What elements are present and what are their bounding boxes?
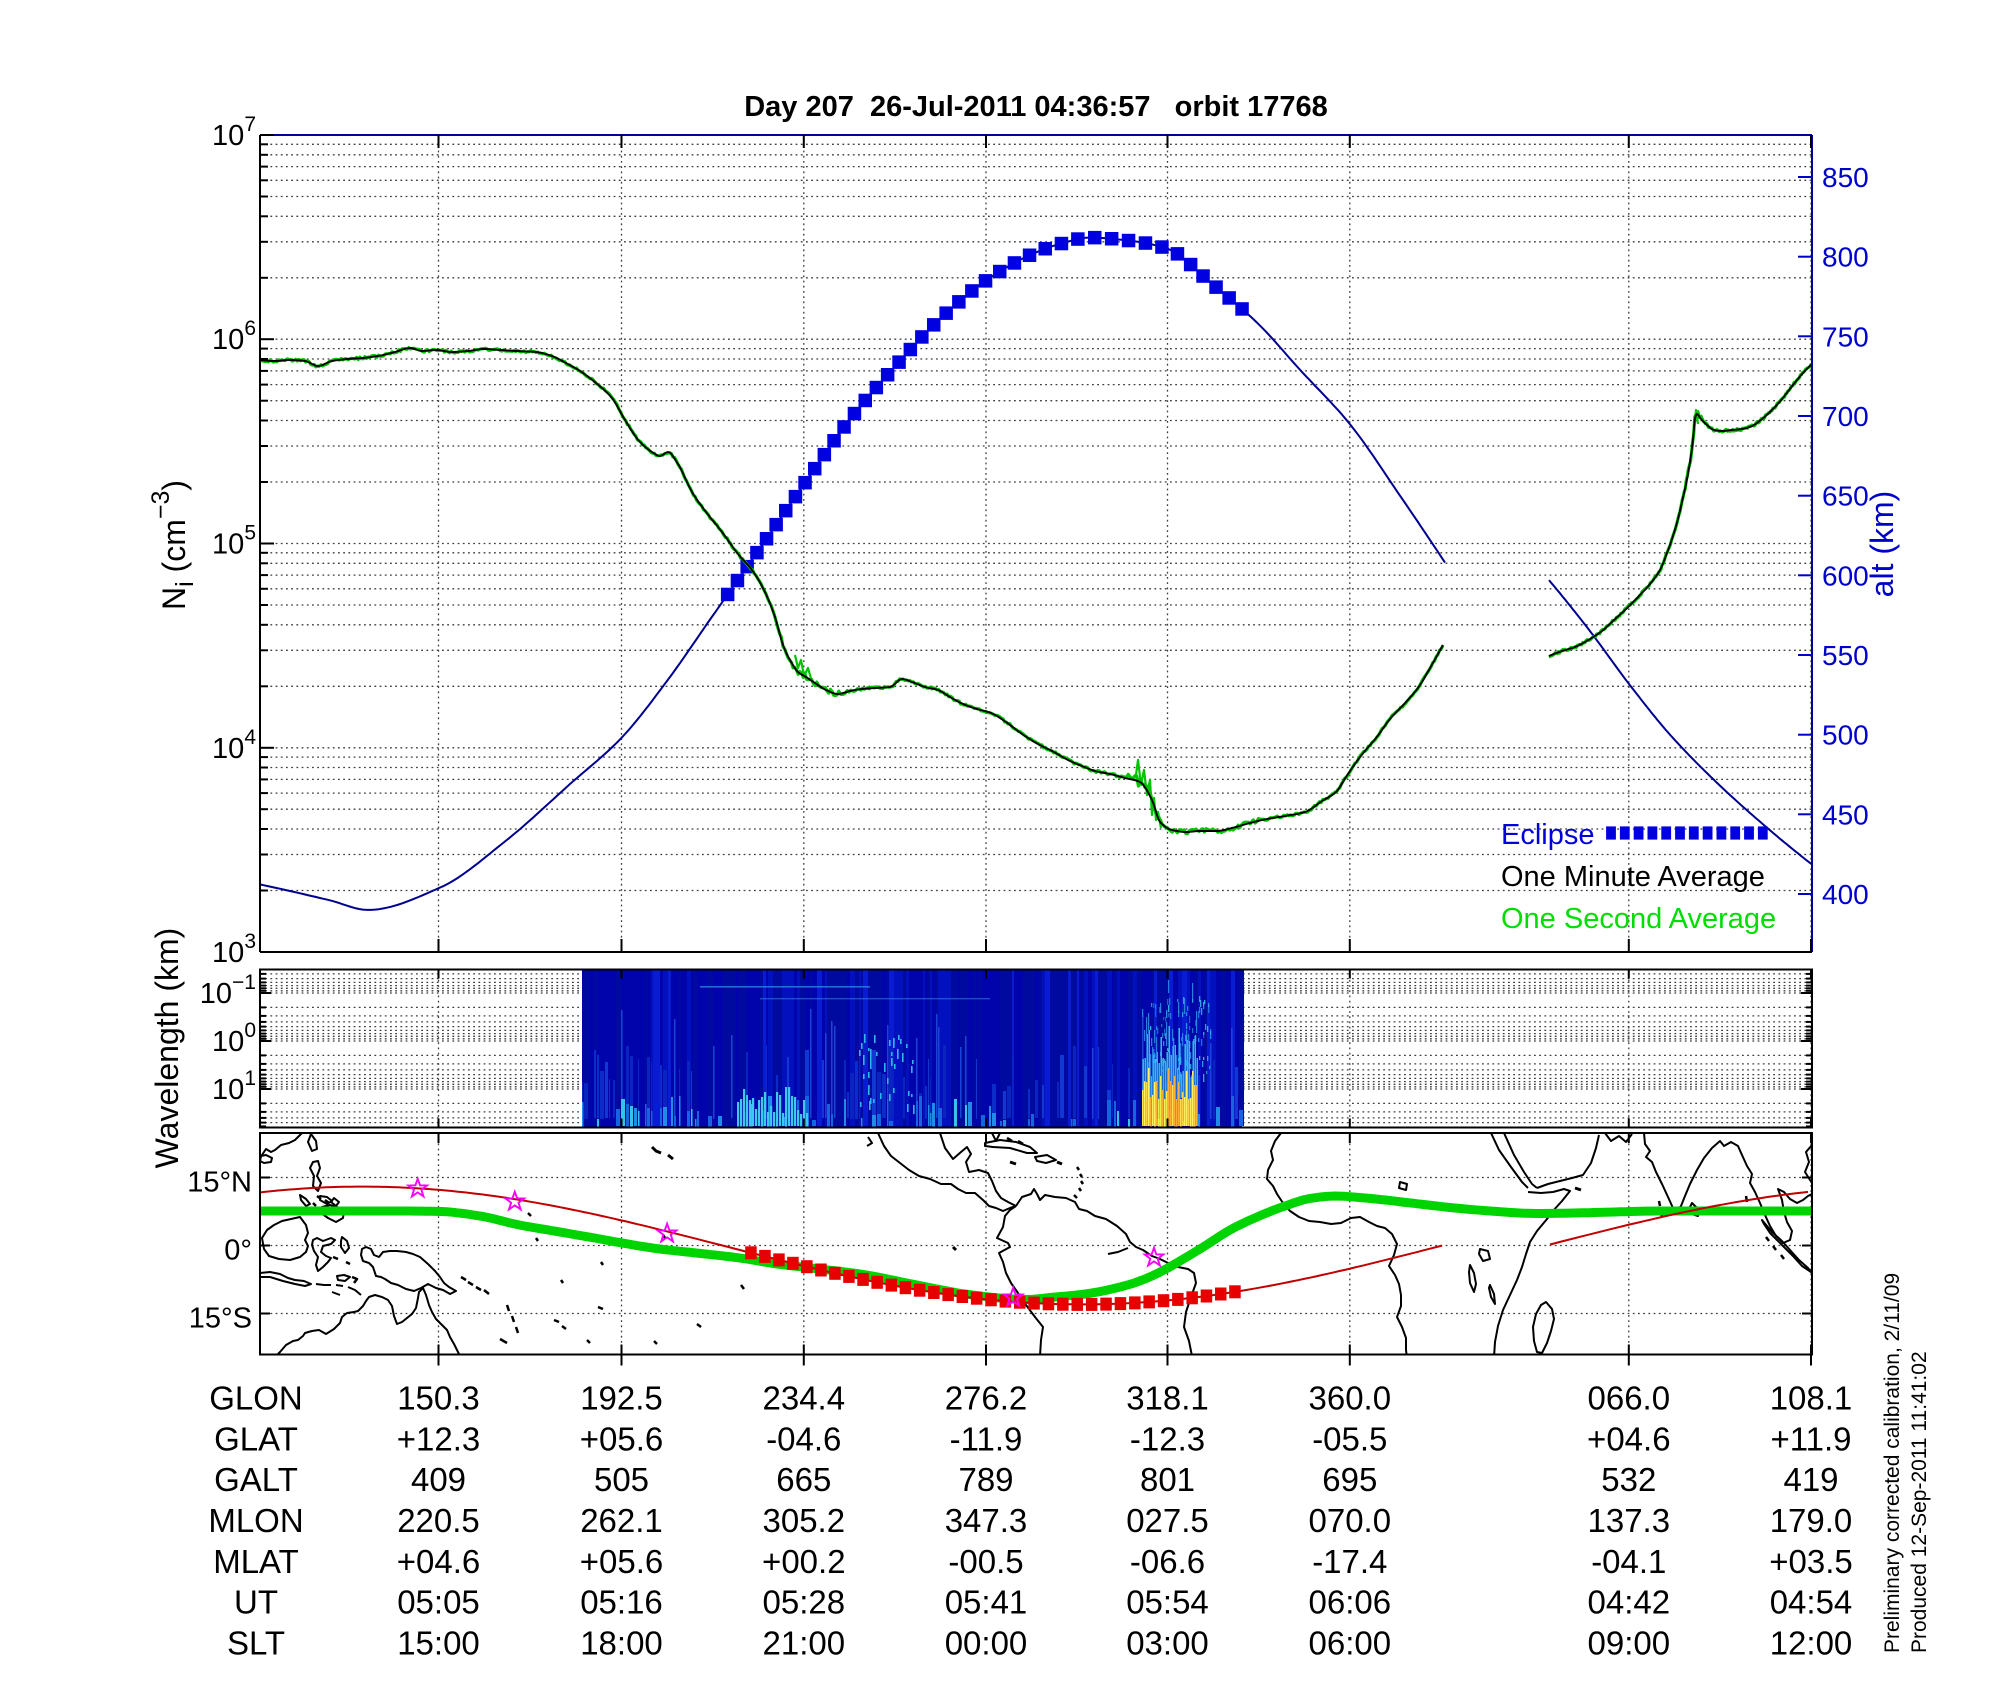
- svg-text:150.3: 150.3: [397, 1380, 480, 1417]
- svg-text:276.2: 276.2: [945, 1380, 1028, 1417]
- svg-text:066.0: 066.0: [1588, 1380, 1671, 1417]
- svg-text:-04.6: -04.6: [766, 1420, 841, 1457]
- svg-text:00:00: 00:00: [945, 1625, 1028, 1662]
- svg-text:347.3: 347.3: [945, 1502, 1028, 1539]
- svg-text:-17.4: -17.4: [1312, 1543, 1387, 1580]
- svg-text:05:28: 05:28: [763, 1584, 846, 1621]
- svg-text:09:00: 09:00: [1588, 1625, 1671, 1662]
- svg-text:318.1: 318.1: [1126, 1380, 1209, 1417]
- svg-text:GALT: GALT: [214, 1461, 298, 1498]
- svg-text:21:00: 21:00: [763, 1625, 846, 1662]
- svg-text:137.3: 137.3: [1588, 1502, 1671, 1539]
- svg-text:192.5: 192.5: [580, 1380, 663, 1417]
- svg-text:-06.6: -06.6: [1130, 1543, 1205, 1580]
- svg-text:400: 400: [1822, 879, 1869, 910]
- svg-text:+00.2: +00.2: [762, 1543, 846, 1580]
- svg-text:04:42: 04:42: [1588, 1584, 1671, 1621]
- svg-text:0°: 0°: [224, 1235, 252, 1267]
- svg-text:-05.5: -05.5: [1312, 1420, 1387, 1457]
- svg-text:-04.1: -04.1: [1591, 1543, 1666, 1580]
- svg-text:+11.9: +11.9: [1770, 1420, 1851, 1457]
- svg-text:06:00: 06:00: [1309, 1625, 1392, 1662]
- svg-text:262.1: 262.1: [580, 1502, 663, 1539]
- svg-text:505: 505: [594, 1461, 649, 1498]
- svg-text:Wavelength (km): Wavelength (km): [149, 928, 185, 1169]
- svg-text:Preliminary corrected calibrat: Preliminary corrected calibration, 2/11/…: [1881, 1273, 1904, 1653]
- svg-text:-11.9: -11.9: [950, 1420, 1023, 1457]
- svg-text:179.0: 179.0: [1770, 1502, 1853, 1539]
- svg-text:800: 800: [1822, 242, 1869, 273]
- svg-text:+04.6: +04.6: [397, 1543, 481, 1580]
- svg-text:MLAT: MLAT: [213, 1543, 299, 1580]
- svg-text:GLAT: GLAT: [214, 1420, 298, 1457]
- svg-text:801: 801: [1140, 1461, 1195, 1498]
- svg-text:+04.6: +04.6: [1587, 1420, 1671, 1457]
- svg-text:532: 532: [1601, 1461, 1656, 1498]
- svg-text:Eclipse: Eclipse: [1501, 819, 1595, 851]
- svg-text:15°N: 15°N: [187, 1167, 252, 1199]
- svg-text:UT: UT: [234, 1584, 278, 1621]
- svg-text:027.5: 027.5: [1126, 1502, 1209, 1539]
- svg-text:220.5: 220.5: [397, 1502, 480, 1539]
- svg-text:600: 600: [1822, 560, 1869, 591]
- svg-text:One Minute Average: One Minute Average: [1501, 861, 1765, 893]
- svg-text:+05.6: +05.6: [580, 1543, 664, 1580]
- svg-text:450: 450: [1822, 799, 1869, 830]
- svg-text:05:54: 05:54: [1126, 1584, 1209, 1621]
- svg-text:305.2: 305.2: [763, 1502, 846, 1539]
- svg-text:-00.5: -00.5: [948, 1543, 1023, 1580]
- svg-text:108.1: 108.1: [1770, 1380, 1853, 1417]
- svg-text:05:41: 05:41: [945, 1584, 1028, 1621]
- svg-text:+03.5: +03.5: [1769, 1543, 1853, 1580]
- svg-text:03:00: 03:00: [1126, 1625, 1209, 1662]
- svg-text:MLON: MLON: [208, 1502, 303, 1539]
- svg-text:650: 650: [1822, 481, 1869, 512]
- svg-text:234.4: 234.4: [763, 1380, 846, 1417]
- svg-text:700: 700: [1822, 401, 1869, 432]
- svg-text:500: 500: [1822, 720, 1869, 751]
- svg-text:SLT: SLT: [227, 1625, 285, 1662]
- svg-text:+12.3: +12.3: [397, 1420, 481, 1457]
- svg-text:-12.3: -12.3: [1130, 1420, 1205, 1457]
- svg-text:Produced 12-Sep-2011 11:41:02: Produced 12-Sep-2011 11:41:02: [1908, 1351, 1931, 1653]
- svg-text:070.0: 070.0: [1309, 1502, 1392, 1539]
- svg-text:06:06: 06:06: [1309, 1584, 1392, 1621]
- svg-text:04:54: 04:54: [1770, 1584, 1853, 1621]
- svg-text:05:05: 05:05: [397, 1584, 480, 1621]
- svg-text:12:00: 12:00: [1770, 1625, 1853, 1662]
- svg-text:GLON: GLON: [209, 1380, 303, 1417]
- svg-text:Day 207 26-Jul-2011 04:36:57: Day 207 26-Jul-2011 04:36:57 orbit 17768: [744, 91, 1328, 123]
- svg-text:18:00: 18:00: [580, 1625, 663, 1662]
- svg-text:+05.6: +05.6: [580, 1420, 664, 1457]
- svg-text:15:00: 15:00: [397, 1625, 480, 1662]
- svg-text:alt (km): alt (km): [1864, 491, 1900, 598]
- svg-text:15°S: 15°S: [189, 1303, 252, 1335]
- svg-text:360.0: 360.0: [1309, 1380, 1392, 1417]
- svg-text:550: 550: [1822, 640, 1869, 671]
- svg-text:05:16: 05:16: [580, 1584, 663, 1621]
- svg-text:409: 409: [411, 1461, 466, 1498]
- svg-text:419: 419: [1783, 1461, 1838, 1498]
- svg-text:695: 695: [1322, 1461, 1377, 1498]
- svg-text:665: 665: [776, 1461, 831, 1498]
- svg-text:One Second Average: One Second Average: [1501, 903, 1776, 935]
- svg-text:789: 789: [958, 1461, 1013, 1498]
- svg-text:850: 850: [1822, 162, 1869, 193]
- svg-text:750: 750: [1822, 321, 1869, 352]
